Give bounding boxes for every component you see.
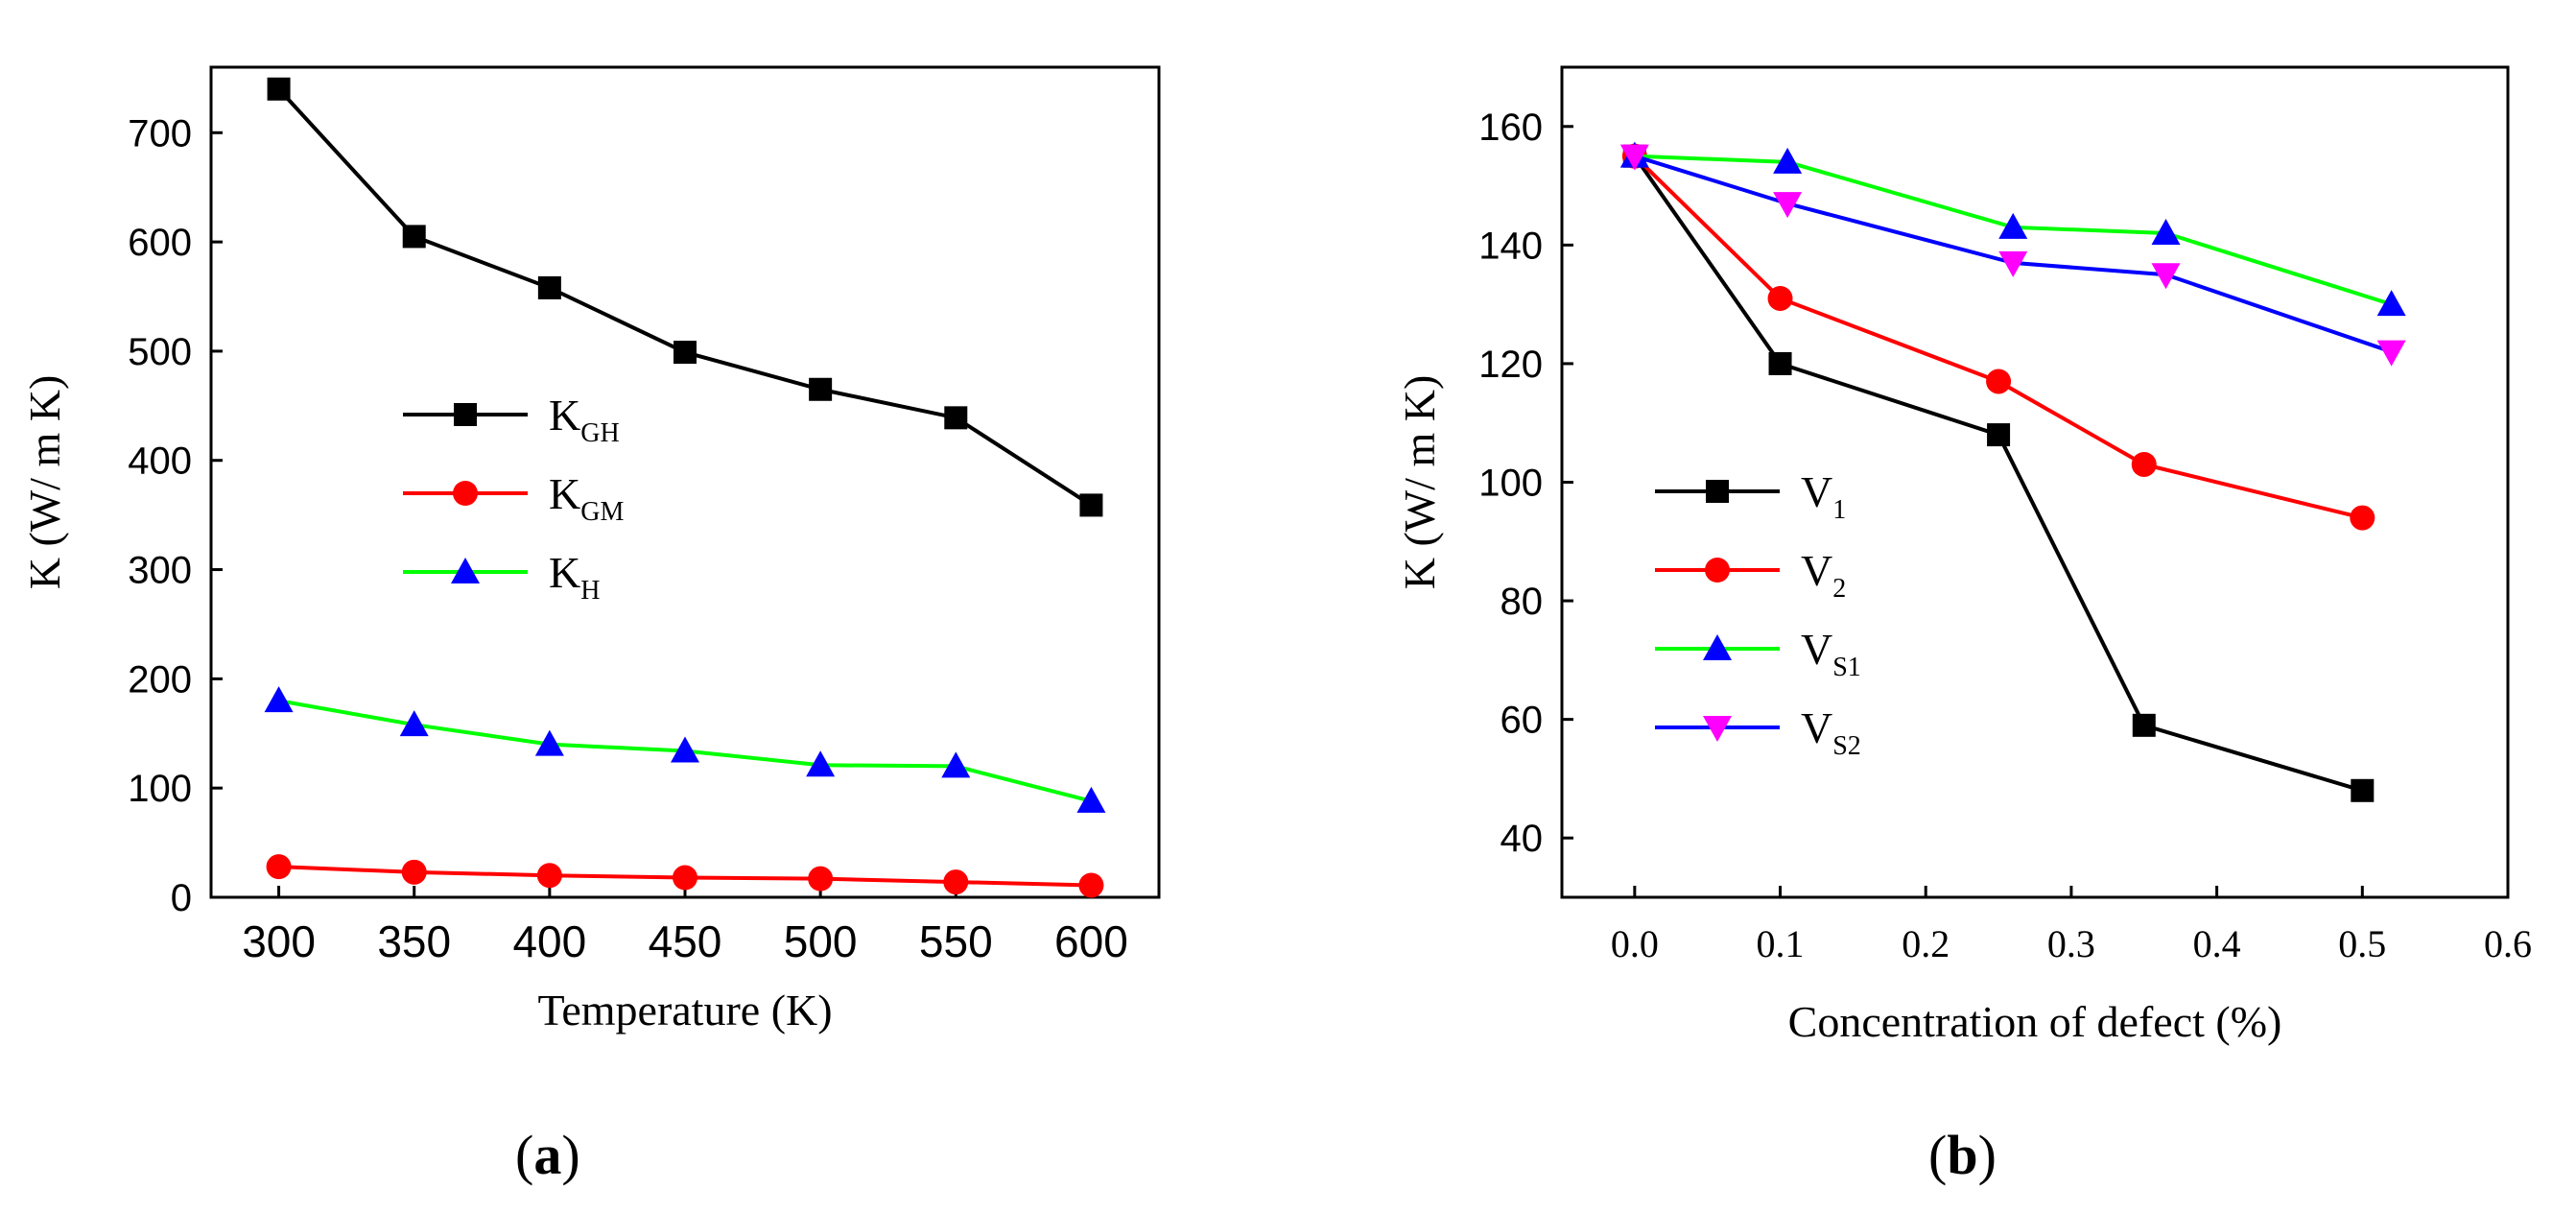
data-point-KGH	[1079, 493, 1103, 517]
x-tick-label: 600	[1054, 916, 1128, 966]
x-tick-label: 0.2	[1902, 922, 1950, 965]
caption-a: (a)	[515, 1124, 580, 1186]
chart-panel-0: 300 350 400 450 500 550 600 0 100 200 300 400 500 600…	[20, 65, 1161, 1035]
y-tick-label: 80	[1501, 581, 1544, 623]
x-tick-label: 0.4	[2193, 922, 2241, 965]
y-tick-label: 100	[128, 768, 192, 810]
data-point-VS1	[2376, 290, 2406, 317]
plot-frame	[209, 65, 1161, 899]
data-point-KGH	[809, 377, 833, 401]
caption-b: (b)	[1928, 1124, 1997, 1186]
data-point-V1	[2132, 713, 2156, 737]
data-point-KGH	[402, 225, 426, 249]
legend-marker	[1703, 716, 1732, 742]
y-tick-label: 60	[1501, 700, 1544, 742]
x-tick-label: 350	[377, 916, 451, 966]
data-point-KGM	[266, 854, 292, 880]
y-tick-label: 300	[128, 550, 192, 592]
x-tick-label: 0.6	[2484, 922, 2532, 965]
legend-label: V2	[1801, 546, 1846, 604]
y-tick-label: 600	[128, 222, 192, 264]
y-tick-label: 100	[1478, 463, 1543, 505]
legend-label: V1	[1801, 467, 1846, 525]
x-axis-label: Temperature (K)	[537, 986, 832, 1035]
data-point-V1	[2351, 778, 2375, 802]
y-tick-label: 160	[1478, 107, 1543, 149]
x-tick-label: 0.0	[1611, 922, 1659, 965]
y-axis-label: K (W/ m K)	[20, 375, 69, 590]
legend-marker	[1706, 480, 1729, 503]
data-point-KH	[264, 686, 294, 713]
plot-frame	[1560, 65, 2510, 899]
caption-a-letter: a	[533, 1124, 562, 1186]
x-tick-label: 550	[919, 916, 993, 966]
y-axis-label: K (W/ m K)	[1395, 375, 1444, 590]
legend-label: KH	[549, 548, 600, 606]
legend-marker	[1703, 634, 1732, 660]
data-point-KH	[1076, 786, 1106, 813]
x-tick-label: 300	[242, 916, 316, 966]
data-point-V2	[2131, 451, 2157, 477]
data-point-KH	[534, 729, 564, 756]
data-point-KGH	[944, 406, 968, 430]
y-tick-label: 400	[128, 440, 192, 483]
data-point-KH	[806, 750, 836, 777]
data-point-V1	[1768, 351, 1792, 375]
data-point-VS2	[2151, 263, 2181, 290]
legend-marker	[451, 558, 480, 583]
data-point-VS2	[1773, 192, 1803, 219]
data-point-VS2	[1998, 250, 2028, 277]
legend-marker	[454, 403, 477, 426]
data-point-KGM	[401, 859, 427, 885]
data-point-VS2	[1619, 144, 1649, 171]
y-tick-label: 500	[128, 331, 192, 373]
x-tick-label: 0.1	[1757, 922, 1805, 965]
data-point-VS1	[1998, 212, 2028, 239]
y-tick-label: 700	[128, 112, 192, 155]
legend-marker	[1705, 558, 1730, 583]
data-point-KGM	[673, 865, 697, 891]
data-point-KH	[671, 736, 699, 763]
data-point-KGH	[537, 275, 561, 299]
legend-marker	[453, 481, 478, 506]
caption-b-letter: b	[1947, 1124, 1978, 1186]
y-tick-label: 200	[128, 658, 192, 701]
x-axis-label: Concentration of defect (%)	[1788, 997, 2282, 1046]
series-line-V2	[1633, 155, 2363, 520]
data-point-V2	[1986, 369, 2012, 394]
series-line-V1	[1633, 155, 2363, 793]
chart-panel-1: 0.0 0.1 0.2 0.3 0.4 0.5 0.6 40 60 80 100 120 140 160 C…	[1395, 65, 2532, 1046]
x-tick-label: 0.3	[2047, 922, 2095, 965]
data-point-KH	[399, 710, 429, 737]
x-tick-label: 400	[512, 916, 586, 966]
legend-label: VS2	[1801, 703, 1861, 761]
data-point-V2	[1767, 285, 1793, 311]
x-tick-label: 0.5	[2338, 922, 2386, 965]
data-point-VS1	[1773, 147, 1803, 174]
data-point-KGM	[1078, 872, 1104, 898]
data-point-KGH	[674, 341, 697, 365]
data-point-KGM	[808, 866, 834, 892]
y-tick-label: 40	[1501, 818, 1544, 860]
legend-label: KGM	[549, 469, 624, 527]
data-point-VS2	[2376, 340, 2406, 367]
x-tick-label: 500	[784, 916, 858, 966]
y-tick-label: 120	[1478, 344, 1543, 386]
x-tick-label: 450	[649, 916, 722, 966]
legend-label: KGH	[549, 391, 620, 448]
data-point-KGM	[943, 869, 969, 895]
data-point-V1	[1987, 423, 2011, 447]
data-point-KGH	[267, 77, 291, 101]
series-line-KGH	[277, 87, 1093, 508]
data-point-VS1	[2151, 219, 2181, 245]
data-point-V2	[2350, 505, 2375, 531]
y-tick-label: 140	[1478, 225, 1543, 267]
data-point-KH	[941, 751, 971, 778]
data-point-KGM	[536, 863, 562, 889]
y-tick-label: 0	[171, 877, 192, 919]
legend-label: VS1	[1801, 625, 1861, 682]
